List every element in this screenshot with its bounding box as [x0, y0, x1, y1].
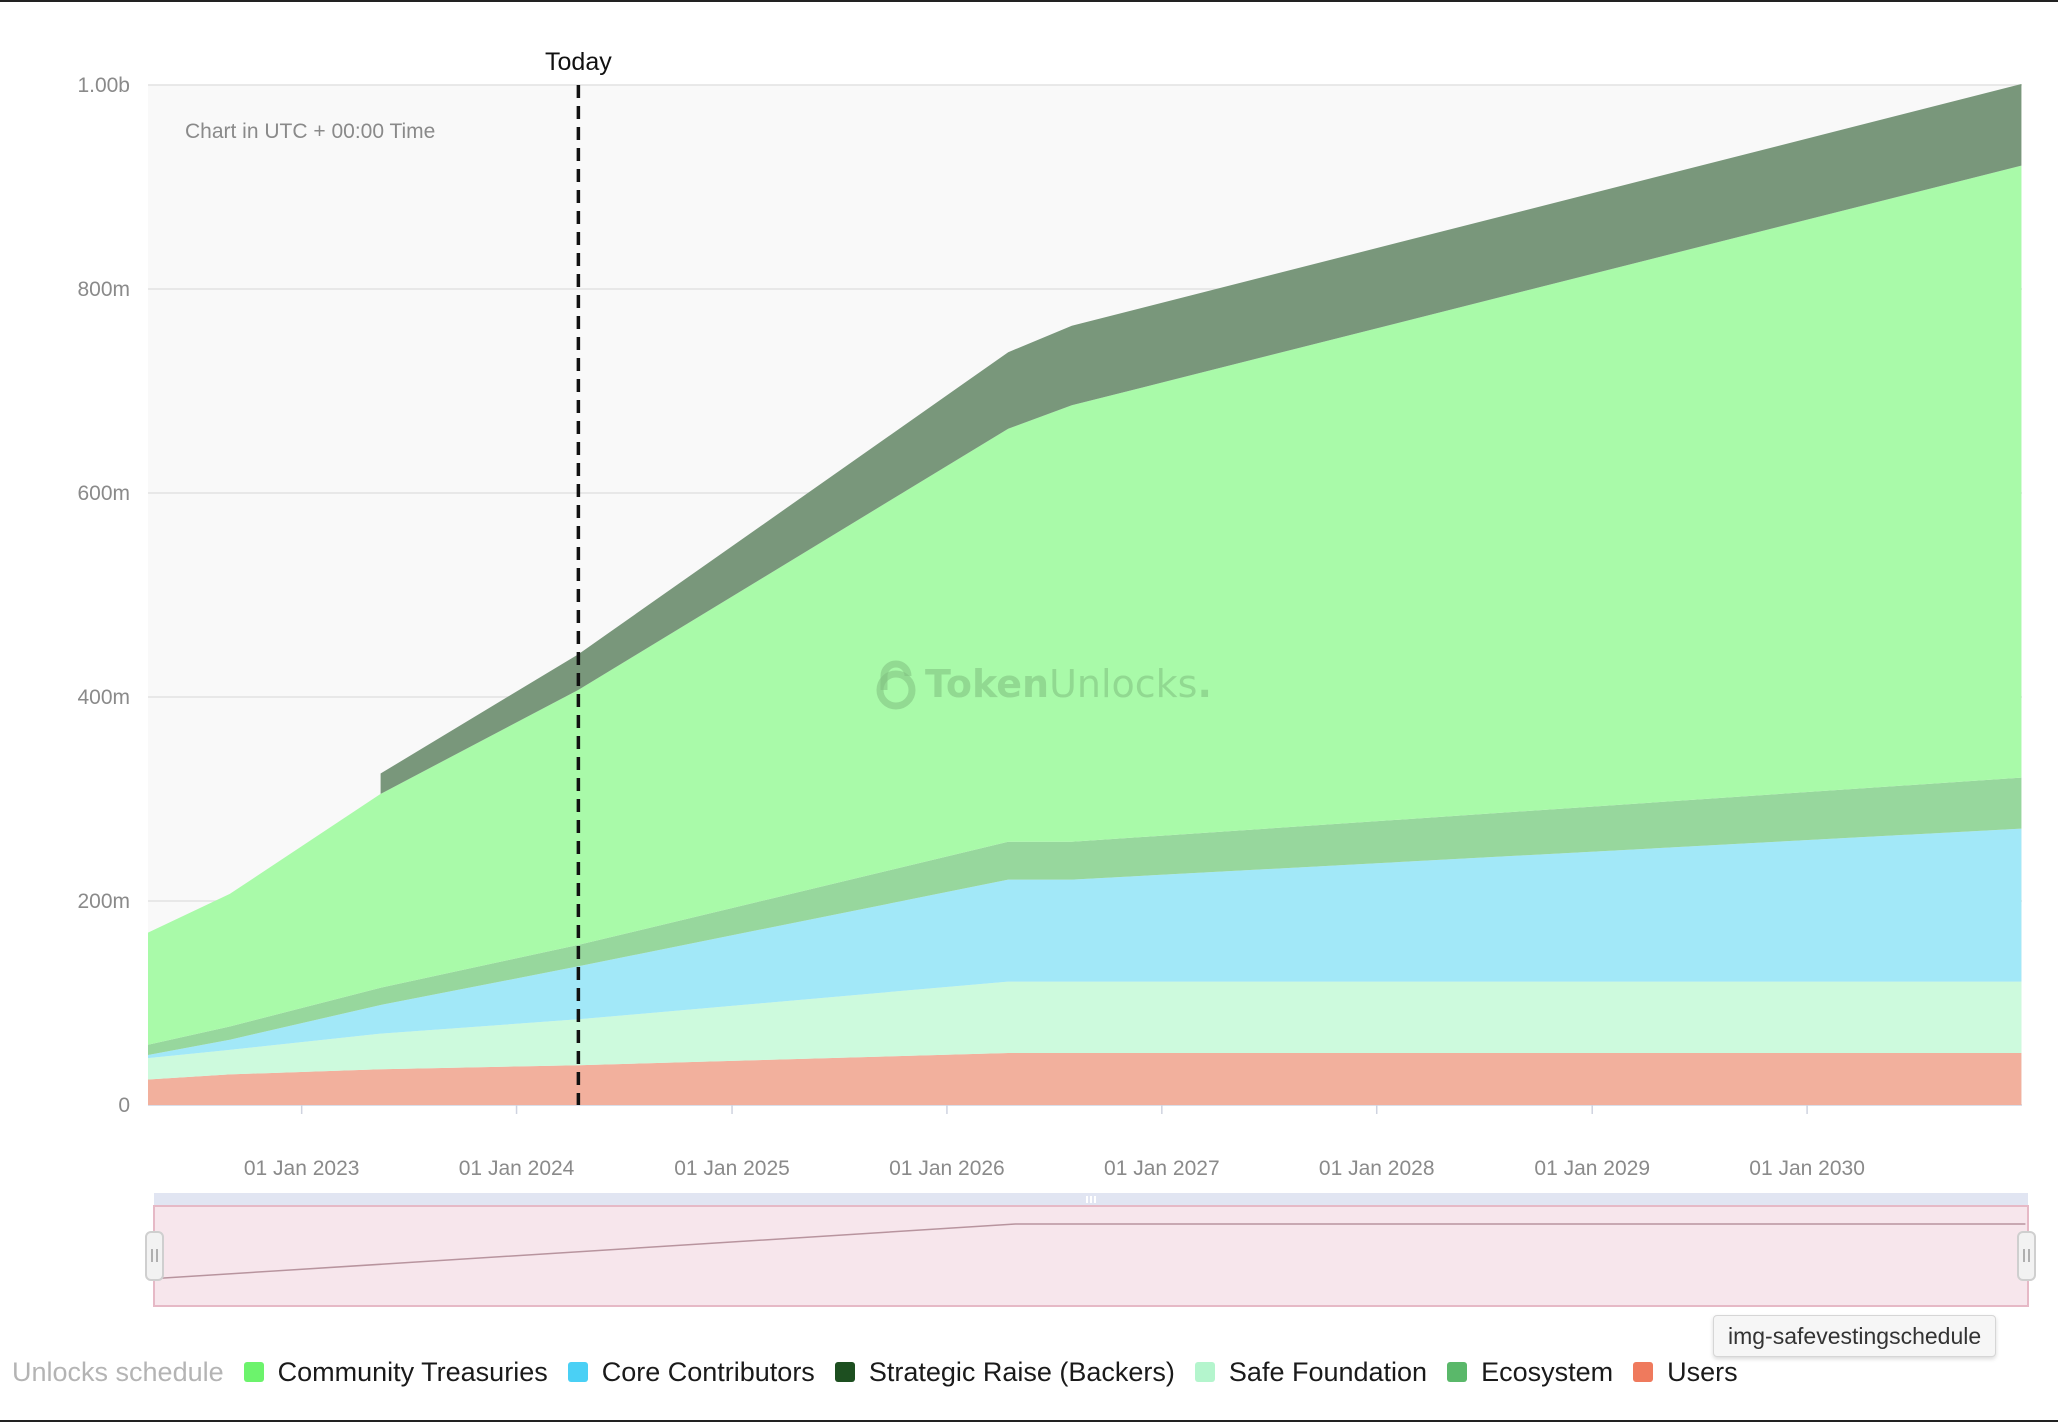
navigator-line: [157, 1223, 2026, 1280]
navigator-scrollbar-grip[interactable]: [1086, 1196, 1096, 1203]
x-tick-label: 01 Jan 2023: [244, 1157, 360, 1180]
x-tick-label: 01 Jan 2026: [889, 1157, 1005, 1180]
legend-label: Strategic Raise (Backers): [868, 1356, 1175, 1387]
navigator-selected-range[interactable]: [153, 1205, 2029, 1307]
watermark-token: Token: [925, 662, 1049, 706]
y-tick-label: 400m: [77, 686, 130, 709]
legend-label: Safe Foundation: [1228, 1356, 1428, 1387]
legend-label: Users: [1667, 1356, 1738, 1387]
y-tick-label: 0: [118, 1094, 130, 1117]
area-core-contributors: [148, 828, 2022, 1059]
watermark-dot: .: [1197, 662, 1211, 706]
y-tick-label: 200m: [77, 890, 130, 913]
area-strategic-raise-backers: [380, 84, 2022, 794]
x-tick-label: 01 Jan 2029: [1534, 1157, 1650, 1180]
legend-swatch: [567, 1362, 588, 1382]
tooltip-text: img-safevestingschedule: [1728, 1322, 1982, 1349]
tokenunlocks-watermark: TokenUnlocks.: [876, 660, 1212, 710]
legend-title: Unlocks schedule: [12, 1356, 224, 1387]
legend-swatch: [243, 1362, 264, 1382]
legend-label: Community Treasuries: [277, 1356, 548, 1387]
navigator-handle-left[interactable]: [145, 1231, 164, 1281]
watermark-unlocks: Unlocks: [1049, 662, 1197, 706]
area-community-treasuries: [148, 165, 2022, 1045]
legend: Unlocks schedule Community Treasuries Co…: [12, 1352, 1758, 1392]
legend-swatch: [1447, 1362, 1468, 1382]
legend-item-strategic-raise[interactable]: Strategic Raise (Backers): [834, 1356, 1175, 1388]
utc-note: Chart in UTC + 00:00 Time: [185, 120, 435, 143]
area-ecosystem: [148, 777, 2022, 1055]
legend-item-community-treasuries[interactable]: Community Treasuries: [243, 1356, 548, 1388]
legend-swatch: [834, 1362, 855, 1382]
range-navigator[interactable]: [145, 1193, 2036, 1307]
legend-label: Core Contributors: [601, 1356, 815, 1387]
legend-item-core-contributors[interactable]: Core Contributors: [567, 1356, 815, 1388]
legend-item-users[interactable]: Users: [1633, 1357, 1738, 1388]
legend-swatch: [1194, 1362, 1215, 1382]
x-tick-label: 01 Jan 2024: [459, 1157, 575, 1180]
y-tick-label: 1.00b: [77, 74, 130, 97]
axes: 0 200m 400m 600m 800m 1.00b 01 Jan 2023 01 Jan …: [77, 74, 1864, 1180]
area-safe-foundation: [148, 981, 2022, 1080]
y-tick-label: 800m: [77, 278, 130, 301]
navigator-handle-right[interactable]: [2017, 1231, 2036, 1281]
today-label: Today: [545, 48, 612, 76]
area-users: [148, 1053, 2022, 1105]
y-tick-label: 600m: [77, 482, 130, 505]
series-areas: [148, 84, 2022, 1105]
x-tick-label: 01 Jan 2025: [674, 1157, 790, 1180]
legend-label: Ecosystem: [1481, 1356, 1614, 1387]
image-name-tooltip: img-safevestingschedule: [1713, 1315, 1997, 1357]
legend-item-safe-foundation[interactable]: Safe Foundation: [1194, 1356, 1428, 1388]
x-tick-label: 01 Jan 2030: [1749, 1157, 1865, 1180]
x-tick-label: 01 Jan 2028: [1319, 1157, 1435, 1180]
today-marker: Today: [545, 48, 612, 1105]
legend-item-ecosystem[interactable]: Ecosystem: [1447, 1357, 1613, 1388]
legend-swatch: [1633, 1362, 1654, 1382]
svg-text:TokenUnlocks.: TokenUnlocks.: [925, 662, 1212, 706]
x-tick-label: 01 Jan 2027: [1104, 1157, 1220, 1180]
lock-icon: [876, 660, 916, 710]
